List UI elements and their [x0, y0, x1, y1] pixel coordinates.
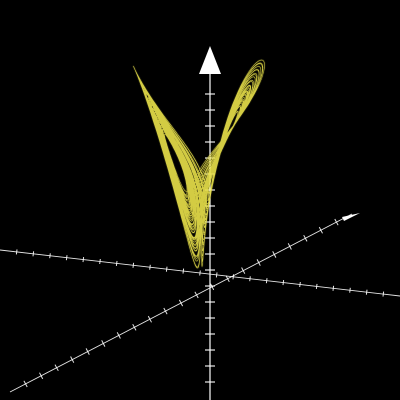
y-axis-tick — [315, 283, 318, 289]
z-axis-arrowhead — [199, 46, 221, 74]
x-axis-tick — [287, 243, 292, 250]
y-axis-tick — [199, 270, 201, 276]
x-axis-arrowhead — [342, 213, 360, 221]
attractor-curve — [132, 58, 266, 270]
axes-back — [0, 72, 400, 400]
x-axis-tick — [70, 356, 75, 363]
y-axis-tick — [132, 262, 135, 268]
x-axis-tick — [23, 380, 28, 388]
y-axis-tick — [299, 281, 301, 288]
x-axis-tick — [272, 251, 277, 258]
y-axis-tick — [149, 264, 151, 270]
attractor-curve-line — [133, 59, 265, 269]
x-axis-tick — [147, 315, 152, 323]
y-axis-tick — [115, 260, 118, 266]
y-axis-tick — [165, 266, 168, 272]
axes-front — [199, 46, 360, 221]
x-axis-tick — [334, 218, 339, 226]
y-axis-tick — [32, 251, 35, 257]
x-axis-tick — [241, 267, 246, 274]
x-axis-tick — [132, 323, 137, 331]
y-axis-ticks — [15, 249, 385, 297]
y-axis-tick — [82, 257, 85, 263]
y-axis-tick — [349, 287, 351, 293]
y-axis-tick — [215, 272, 218, 278]
x-axis-tick — [163, 307, 168, 315]
x-axis-tick — [303, 234, 308, 242]
x-axis-tick — [225, 275, 230, 283]
y-axis-tick — [265, 278, 268, 284]
x-axis-tick — [116, 332, 121, 339]
y-axis-tick — [49, 253, 51, 259]
x-axis-tick — [210, 283, 215, 291]
y-axis-tick — [99, 258, 101, 265]
x-axis-tick — [39, 372, 44, 380]
x-axis-ticks — [23, 218, 339, 388]
y-axis-tick — [282, 280, 285, 286]
x-axis-tick — [101, 340, 106, 347]
y-axis-tick — [232, 274, 235, 280]
y-axis-tick — [249, 276, 251, 282]
y-axis-tick — [365, 289, 368, 295]
y-axis-tick — [15, 249, 18, 255]
y-axis-tick — [332, 285, 335, 291]
x-axis-tick — [178, 299, 184, 307]
x-axis-tick — [54, 364, 59, 372]
y-axis-tick — [182, 268, 185, 274]
y-axis-tick — [382, 291, 385, 297]
y-axis-tick — [65, 255, 68, 261]
x-axis-tick — [256, 259, 261, 266]
x-axis-tick — [318, 226, 323, 234]
x-axis-tick — [194, 291, 199, 299]
x-axis-tick — [85, 348, 90, 355]
